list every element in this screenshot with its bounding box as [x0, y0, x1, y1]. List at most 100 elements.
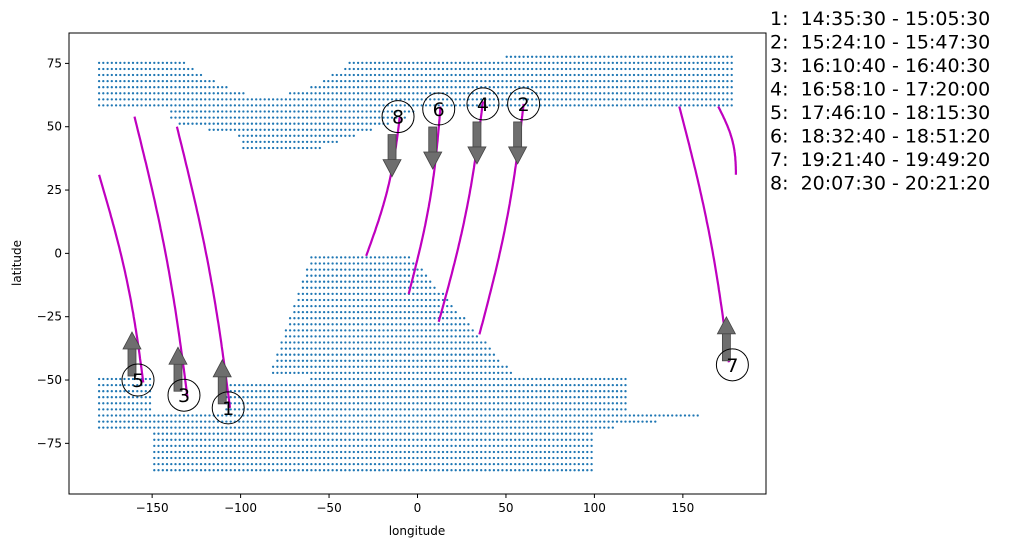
land-point — [356, 335, 360, 338]
land-point — [611, 402, 614, 405]
land-point — [344, 128, 347, 131]
land-point — [153, 432, 156, 435]
land-point — [386, 347, 389, 350]
land-point — [365, 317, 368, 320]
land-point — [276, 456, 279, 460]
land-point — [305, 122, 309, 125]
land-point — [581, 104, 585, 107]
land-point — [344, 426, 347, 429]
land-point — [446, 67, 449, 71]
land-point — [284, 462, 288, 466]
land-point — [543, 67, 547, 71]
land-point — [509, 98, 513, 101]
land-point — [611, 73, 614, 77]
land-point — [318, 310, 321, 314]
land-point — [501, 383, 504, 387]
land-point — [560, 61, 564, 65]
land-point — [305, 408, 309, 411]
land-point — [573, 79, 576, 83]
land-point — [429, 323, 432, 326]
land-point — [446, 377, 449, 381]
land-point — [305, 280, 309, 283]
land-point — [140, 414, 143, 417]
land-point — [259, 414, 262, 417]
land-point — [399, 104, 402, 107]
land-point — [416, 365, 419, 368]
land-point — [424, 371, 428, 375]
land-point — [569, 377, 572, 381]
land-point — [407, 353, 411, 356]
land-point — [497, 402, 500, 405]
land-point — [446, 383, 449, 387]
land-point — [136, 61, 139, 65]
land-point — [518, 79, 521, 83]
land-point — [331, 280, 334, 283]
land-point — [204, 432, 207, 435]
land-point — [403, 286, 406, 289]
land-point — [424, 104, 428, 107]
land-point — [191, 104, 194, 107]
land-point — [271, 128, 275, 131]
land-point — [509, 377, 513, 381]
land-point — [700, 98, 704, 101]
land-point — [106, 61, 109, 65]
land-point — [301, 304, 305, 308]
land-point — [305, 140, 309, 144]
land-point — [263, 116, 266, 119]
land-point — [204, 122, 207, 125]
land-point — [204, 444, 207, 448]
land-point — [204, 414, 207, 417]
land-point — [221, 450, 224, 454]
land-point — [314, 347, 317, 350]
land-point — [178, 414, 181, 417]
land-point — [407, 420, 411, 423]
land-point — [505, 365, 508, 368]
land-point — [560, 377, 564, 381]
land-point — [390, 116, 394, 119]
land-point — [586, 402, 589, 405]
land-point — [581, 414, 585, 417]
land-point — [131, 98, 135, 101]
land-point — [556, 67, 559, 71]
land-point — [331, 329, 334, 332]
land-point — [246, 140, 249, 144]
land-point — [284, 128, 288, 131]
land-point — [378, 116, 381, 119]
land-point — [407, 432, 411, 435]
land-point — [688, 414, 691, 417]
land-point — [700, 104, 704, 107]
land-point — [581, 92, 585, 95]
land-point — [348, 274, 351, 277]
land-point — [276, 140, 279, 144]
land-point — [119, 79, 122, 83]
land-point — [178, 420, 181, 423]
legend-entry-6: 6: 18:32:40 - 18:51:20 — [770, 126, 990, 148]
land-point — [301, 92, 305, 95]
land-point — [480, 347, 483, 350]
land-point — [187, 122, 190, 125]
land-point — [530, 98, 534, 101]
land-point — [119, 408, 122, 411]
land-point — [335, 365, 338, 368]
land-point — [679, 86, 682, 89]
marker-label-7: 7 — [726, 355, 738, 377]
land-point — [429, 61, 432, 65]
land-point — [301, 396, 305, 399]
land-point — [467, 444, 470, 448]
land-point — [221, 104, 224, 107]
land-point — [191, 110, 194, 113]
land-point — [97, 73, 101, 77]
land-point — [378, 365, 381, 368]
land-point — [373, 262, 377, 265]
land-point — [170, 462, 173, 466]
land-point — [271, 140, 275, 144]
land-point — [344, 450, 347, 454]
land-point — [484, 61, 487, 65]
land-point — [178, 73, 181, 77]
land-point — [700, 92, 704, 95]
land-point — [271, 104, 275, 107]
land-point — [564, 462, 568, 466]
land-point — [301, 408, 305, 411]
land-point — [246, 383, 249, 387]
land-point — [161, 414, 164, 417]
